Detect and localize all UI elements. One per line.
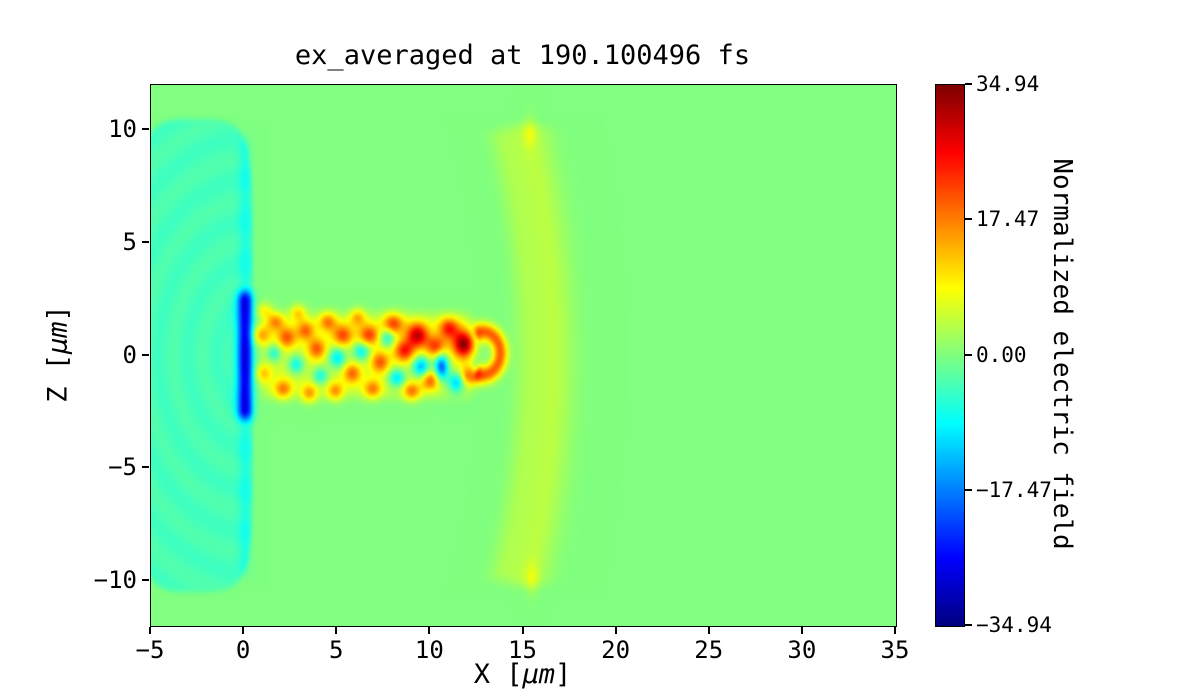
- x-tick-mark: [242, 627, 245, 634]
- x-tick-label: 30: [787, 636, 817, 664]
- x-tick-mark: [800, 627, 803, 634]
- x-tick-mark: [614, 627, 617, 634]
- y-tick-mark: [142, 466, 149, 469]
- y-tick-mark: [142, 353, 149, 356]
- x-tick-mark: [428, 627, 431, 634]
- x-tick-mark: [335, 627, 338, 634]
- x-tick-mark: [149, 627, 151, 634]
- y-tick-mark: [142, 240, 149, 243]
- heatmap-canvas: [151, 85, 896, 626]
- colorbar-tick-label: 17.47: [976, 207, 1040, 232]
- x-tick-mark: [707, 627, 710, 634]
- y-tick-label: 0: [122, 340, 137, 369]
- colorbar-tick-mark: [965, 218, 972, 221]
- colorbar-tick-mark: [965, 83, 972, 85]
- y-axis-label-unit: μm: [42, 321, 74, 354]
- x-axis-label-suffix: ]: [555, 659, 572, 690]
- x-tick-label: 25: [694, 636, 724, 664]
- colorbar-gradient-canvas: [936, 85, 964, 626]
- y-tick-mark: [142, 128, 149, 131]
- x-tick-mark: [521, 627, 524, 634]
- colorbar-tick-label: −34.94: [976, 613, 1052, 637]
- x-tick-label: −5: [135, 636, 165, 664]
- y-axis-label-suffix: ]: [42, 305, 74, 322]
- plot-area: [150, 84, 897, 627]
- x-tick-label: 5: [329, 636, 344, 664]
- x-axis-label: X [μm]: [150, 659, 895, 690]
- x-tick-mark: [894, 627, 896, 634]
- x-tick-label: 10: [414, 636, 444, 664]
- x-axis-label-unit: μm: [522, 659, 556, 690]
- colorbar-tick-label: −17.47: [976, 477, 1052, 502]
- colorbar-tick-label: 34.94: [976, 72, 1040, 96]
- y-axis-label: Z [μm]: [43, 305, 74, 403]
- colorbar-tick-mark: [965, 624, 972, 626]
- colorbar-tick-mark: [965, 488, 972, 491]
- y-tick-label: −10: [93, 565, 137, 594]
- x-axis-label-prefix: X [: [473, 659, 523, 690]
- y-tick-label: 5: [122, 227, 137, 256]
- x-tick-label: 35: [880, 636, 910, 664]
- y-tick-label: 10: [108, 115, 137, 144]
- y-tick-mark: [142, 578, 149, 581]
- plot-title: ex_averaged at 190.100496 fs: [294, 40, 751, 71]
- x-tick-label: 15: [508, 636, 537, 664]
- y-axis-label-prefix: Z [: [42, 354, 74, 403]
- y-tick-label: −5: [108, 453, 137, 482]
- colorbar-tick-label: 0.00: [976, 342, 1027, 367]
- colorbar-tick-mark: [965, 353, 972, 356]
- x-tick-label: 0: [235, 636, 251, 664]
- x-tick-label: 20: [601, 636, 631, 664]
- colorbar: [935, 84, 965, 627]
